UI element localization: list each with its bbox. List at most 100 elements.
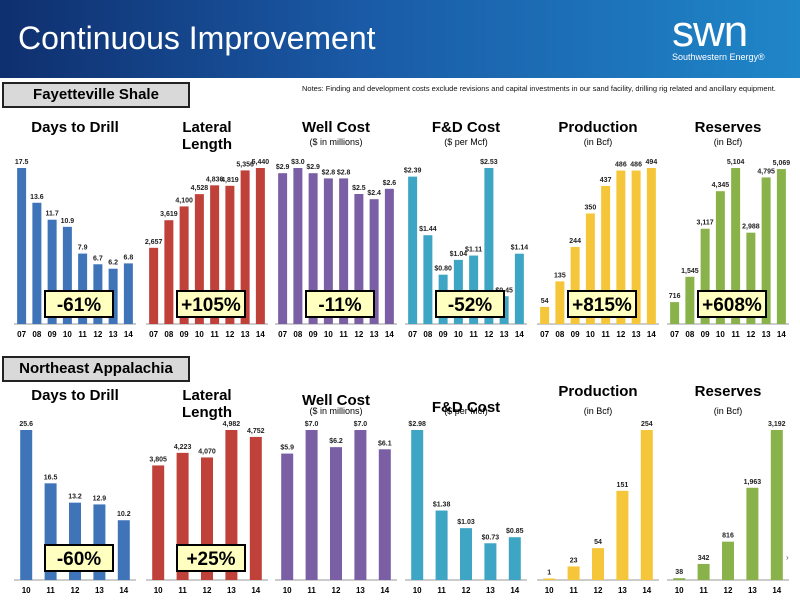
chart-subtitle: ($ per Mcf) (444, 406, 488, 416)
data-label: $2.53 (480, 159, 498, 166)
x-tick-label: 11 (601, 330, 610, 339)
callout-box (176, 544, 246, 572)
chart-title: Well Cost (302, 392, 370, 409)
bar (435, 510, 448, 580)
data-label: $1.03 (457, 519, 475, 526)
data-label: 3,805 (149, 456, 167, 463)
data-label: 3,619 (160, 211, 178, 218)
bar (32, 202, 42, 324)
callout-percent: +608% (702, 295, 762, 316)
x-tick-label: 13 (486, 586, 495, 595)
x-tick-label: 11 (307, 586, 316, 595)
data-label: 151 (617, 482, 629, 489)
data-label: 7.9 (78, 245, 88, 252)
x-tick-label: 12 (462, 586, 471, 595)
data-label: $1.14 (511, 245, 529, 252)
data-label: 4,982 (223, 421, 241, 428)
data-label: 4,819 (221, 177, 239, 184)
bar (592, 548, 604, 580)
data-label: 5,356 (236, 161, 254, 168)
x-tick-label: 12 (93, 330, 102, 339)
data-label: $1.11 (465, 247, 482, 254)
callout-box (44, 290, 114, 318)
bar (164, 220, 174, 324)
bar (339, 178, 349, 324)
data-label: 4,528 (191, 185, 209, 192)
section-label-fayetteville: Fayetteville Shale (2, 82, 190, 108)
callout-box (176, 290, 246, 318)
data-label: 17.5 (15, 159, 29, 166)
x-tick-label: 09 (571, 330, 580, 339)
logo-wordmark: swn (672, 7, 748, 56)
x-tick-label: 07 (408, 330, 417, 339)
bar (555, 281, 565, 324)
data-label: 3,117 (697, 220, 714, 227)
x-tick-label: 14 (119, 586, 128, 595)
data-label: 350 (585, 204, 597, 211)
chart-title: Lateral (182, 119, 231, 136)
data-label: 54 (594, 539, 602, 546)
data-label: 4,100 (175, 197, 193, 204)
data-label: 6.7 (93, 255, 103, 262)
data-label: $6.1 (378, 440, 392, 447)
data-label: $6.2 (329, 438, 343, 445)
bar (179, 206, 189, 324)
data-label: 254 (641, 421, 653, 428)
x-tick-label: 12 (225, 330, 234, 339)
bar (281, 453, 294, 580)
bar (508, 537, 521, 580)
bar (384, 188, 394, 324)
callout-percent: +25% (186, 549, 235, 570)
x-tick-label: 08 (32, 330, 41, 339)
x-tick-label: 14 (777, 330, 786, 339)
data-label: 11.7 (46, 211, 59, 218)
x-tick-label: 14 (251, 586, 260, 595)
x-tick-label: 07 (670, 330, 679, 339)
callout-box (435, 290, 505, 318)
bar (761, 177, 771, 324)
data-label: 342 (698, 555, 710, 562)
data-label: $2.8 (322, 169, 336, 176)
chart-subtitle: (in Bcf) (714, 406, 743, 416)
data-label: 4,752 (247, 428, 265, 435)
data-label: 25.6 (19, 421, 33, 428)
chart-title: Production (558, 383, 637, 400)
bar (308, 173, 318, 324)
x-tick-label: 14 (380, 586, 389, 595)
x-tick-label: 13 (356, 586, 365, 595)
data-label: $0.80 (434, 266, 452, 273)
x-tick-label: 12 (332, 586, 341, 595)
data-label: 4,836 (206, 176, 224, 183)
bar (149, 247, 159, 324)
bar (776, 169, 786, 324)
chart-title: F&D Cost (432, 119, 500, 136)
bar (17, 168, 27, 324)
callout-box (305, 290, 375, 318)
chart-title: Reserves (695, 383, 762, 400)
callout-percent: -11% (318, 295, 361, 316)
chart-subtitle: (in Bcf) (714, 137, 743, 147)
bar (354, 430, 367, 580)
x-tick-label: 14 (385, 330, 394, 339)
bar (646, 168, 656, 324)
x-tick-label: 13 (95, 586, 104, 595)
bar (770, 430, 783, 580)
data-label: 135 (554, 272, 566, 279)
chart-subtitle: ($ per Mcf) (444, 137, 488, 147)
callout-percent: -52% (448, 295, 492, 316)
data-label: 5,440 (252, 159, 270, 166)
bar (469, 255, 479, 324)
x-tick-label: 13 (241, 330, 250, 339)
x-tick-label: 14 (772, 586, 781, 595)
data-label: 2,988 (742, 224, 760, 231)
x-tick-label: 13 (618, 586, 627, 595)
data-label: $7.0 (354, 421, 368, 428)
page-marker: › (786, 553, 789, 562)
callout-percent: +105% (181, 295, 241, 316)
x-tick-label: 14 (510, 586, 519, 595)
x-tick-label: 10 (675, 586, 684, 595)
chart-subtitle: (in Bcf) (584, 137, 613, 147)
x-tick-label: 14 (124, 330, 133, 339)
bar (697, 563, 710, 580)
bar (293, 168, 303, 324)
